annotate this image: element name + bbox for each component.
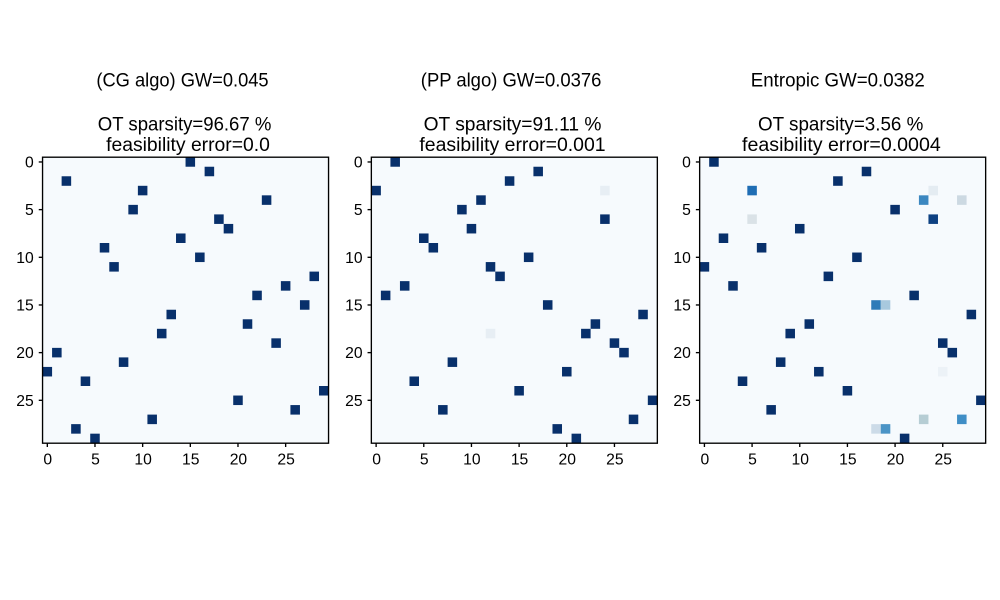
svg-text:25: 25 — [606, 452, 624, 469]
svg-text:0: 0 — [25, 155, 34, 172]
svg-text:15: 15 — [839, 452, 857, 469]
svg-text:5: 5 — [682, 202, 691, 219]
svg-text:(PP algo) GW=0.0376: (PP algo) GW=0.0376 — [421, 71, 602, 92]
svg-text:OT sparsity=96.67 %: OT sparsity=96.67 % — [98, 115, 272, 136]
svg-text:25: 25 — [345, 393, 363, 410]
svg-text:Entropic GW=0.0382: Entropic GW=0.0382 — [751, 71, 925, 92]
svg-text:25: 25 — [673, 393, 691, 410]
svg-text:25: 25 — [16, 393, 34, 410]
svg-text:10: 10 — [134, 452, 152, 469]
svg-text:20: 20 — [230, 452, 248, 469]
svg-text:10: 10 — [463, 452, 481, 469]
svg-text:5: 5 — [25, 202, 34, 219]
svg-text:20: 20 — [345, 345, 363, 362]
svg-text:25: 25 — [277, 452, 295, 469]
svg-text:10: 10 — [791, 452, 809, 469]
svg-text:5: 5 — [91, 452, 100, 469]
svg-text:5: 5 — [748, 452, 757, 469]
svg-text:15: 15 — [345, 298, 363, 315]
svg-text:20: 20 — [673, 345, 691, 362]
svg-text:feasibility error=0.0: feasibility error=0.0 — [106, 135, 270, 156]
svg-text:15: 15 — [673, 298, 691, 315]
svg-text:10: 10 — [673, 250, 691, 267]
svg-text:15: 15 — [16, 298, 34, 315]
svg-text:feasibility error=0.0004: feasibility error=0.0004 — [742, 135, 941, 156]
svg-text:0: 0 — [701, 452, 710, 469]
svg-text:0: 0 — [372, 452, 381, 469]
svg-text:20: 20 — [559, 452, 577, 469]
svg-text:15: 15 — [511, 452, 529, 469]
svg-text:0: 0 — [682, 155, 691, 172]
svg-text:15: 15 — [182, 452, 200, 469]
svg-text:OT sparsity=91.11 %: OT sparsity=91.11 % — [424, 115, 602, 136]
svg-text:20: 20 — [16, 345, 34, 362]
svg-text:20: 20 — [887, 452, 905, 469]
svg-text:10: 10 — [16, 250, 34, 267]
svg-text:25: 25 — [934, 452, 952, 469]
svg-text:5: 5 — [354, 202, 363, 219]
svg-text:10: 10 — [345, 250, 363, 267]
svg-text:(CG algo) GW=0.045: (CG algo) GW=0.045 — [96, 71, 268, 92]
svg-text:0: 0 — [354, 155, 363, 172]
svg-text:feasibility error=0.001: feasibility error=0.001 — [419, 135, 605, 156]
svg-text:OT sparsity=3.56 %: OT sparsity=3.56 % — [758, 115, 923, 136]
svg-text:0: 0 — [43, 452, 52, 469]
svg-text:5: 5 — [420, 452, 429, 469]
